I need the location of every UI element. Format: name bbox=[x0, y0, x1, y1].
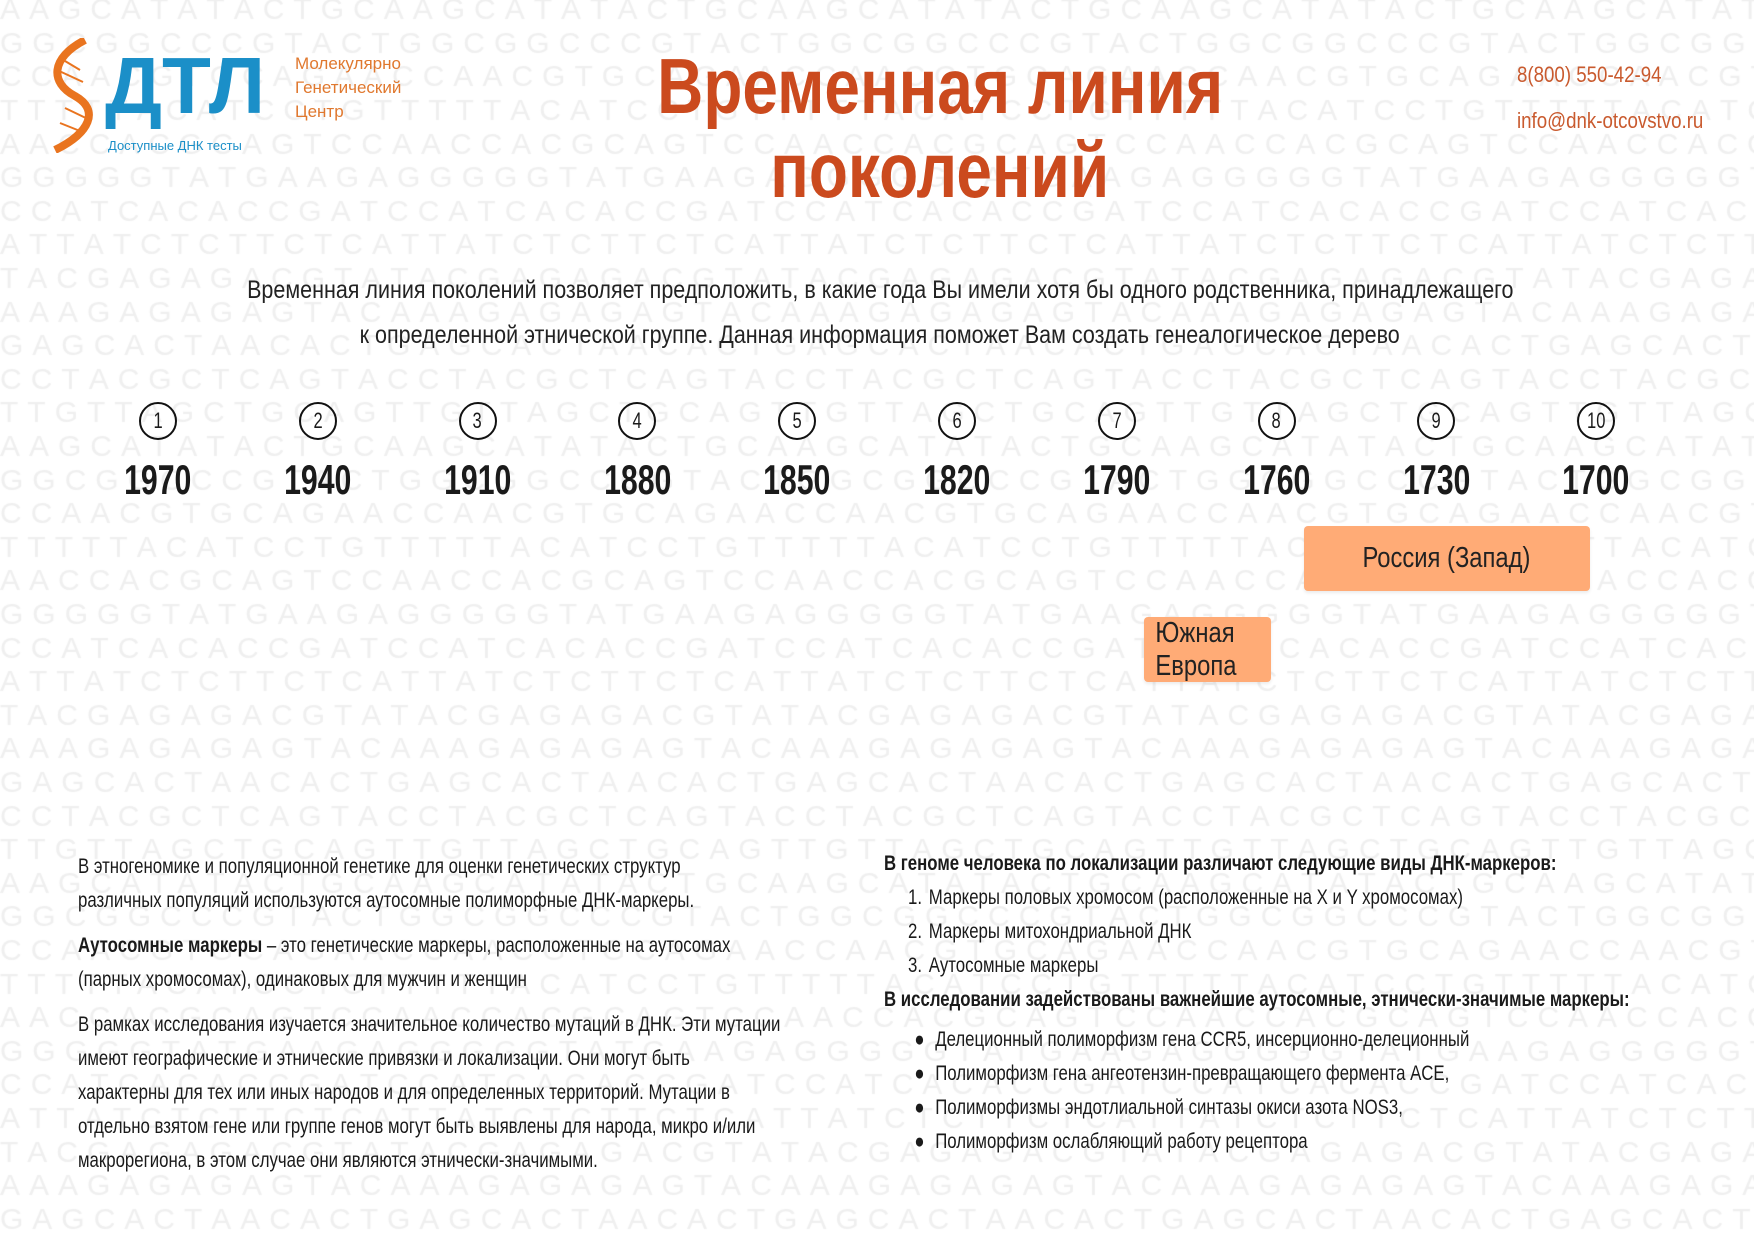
definition-text: – это генетические маркеры, расположенны… bbox=[262, 934, 731, 957]
intro-line: к определенной этнической группе. Данная… bbox=[359, 321, 1401, 349]
generation-number-circle: 10 bbox=[1577, 402, 1616, 440]
generation-year: 1940 bbox=[258, 456, 378, 504]
generation-number: 6 bbox=[952, 408, 962, 433]
text-line: Аутосомные маркеры – это генетические ма… bbox=[78, 929, 730, 963]
generation-number: 2 bbox=[313, 408, 323, 433]
generation-number: 4 bbox=[632, 408, 642, 433]
list-item-text: 2. Маркеры митохондриальной ДНК bbox=[908, 920, 1192, 943]
logo-tagline-line: Центр bbox=[295, 102, 344, 121]
text-line: имеют географические и этнические привяз… bbox=[78, 1047, 690, 1070]
generation-number: 8 bbox=[1272, 408, 1282, 433]
text-line: (парных хромосомах), одинаковых для мужч… bbox=[78, 968, 527, 991]
logo-tagline: Молекулярно Генетический Центр bbox=[295, 52, 401, 124]
year-text: 1940 bbox=[284, 456, 352, 503]
bold-term: Аутосомные маркеры bbox=[78, 934, 263, 957]
logo-text: ДТЛ bbox=[105, 41, 265, 130]
year-text: 1850 bbox=[763, 456, 831, 503]
phone-link[interactable]: 8(800) 550-42-94 bbox=[1517, 62, 1747, 88]
markers-heading: В геноме человека по локализации различа… bbox=[884, 852, 1557, 875]
generation-number: 9 bbox=[1431, 408, 1441, 433]
generation-year: 1790 bbox=[1057, 456, 1177, 504]
generation-number-circle: 4 bbox=[618, 402, 657, 440]
title-line: поколений bbox=[770, 126, 1110, 214]
region-label: Россия (Запад) bbox=[1362, 542, 1531, 574]
list-item-text: 3. Аутосомные маркеры bbox=[908, 954, 1099, 977]
list-item-text: ● Полиморфизмы эндотлиальной синтазы окис… bbox=[914, 1096, 1403, 1119]
generation-number-circle: 1 bbox=[139, 402, 177, 440]
generation-year: 1730 bbox=[1376, 456, 1496, 504]
logo-tagline-line: Молекулярно bbox=[295, 54, 401, 73]
list-item-text: ● Делеционный полиморфизм гена CCR5, инсе… bbox=[914, 1028, 1470, 1051]
numbered-list-item: 2. Маркеры митохондриальной ДНК bbox=[884, 915, 1704, 949]
generation-year: 1880 bbox=[577, 456, 697, 504]
generation-number-circle: 6 bbox=[938, 402, 976, 440]
text-line: В этногеномике и популяционной генетике … bbox=[78, 855, 681, 878]
region-bar[interactable]: Россия (Запад) bbox=[1303, 526, 1591, 591]
bullet-list-item: ● Полиморфизмы эндотлиальной синтазы окис… bbox=[884, 1091, 1704, 1125]
bullet-list-item: ● Делеционный полиморфизм гена CCR5, инсе… bbox=[884, 1023, 1704, 1057]
region-label: Южная Европа bbox=[1155, 616, 1237, 682]
year-text: 1820 bbox=[923, 456, 991, 503]
list-item-text: ● Полиморфизм гена ангеотензин-превращающ… bbox=[914, 1062, 1450, 1085]
generation-year: 1850 bbox=[737, 456, 857, 504]
year-text: 1910 bbox=[443, 456, 512, 503]
generation-year: 1700 bbox=[1536, 456, 1656, 504]
list-item-text: ● Полиморфизм ослабляющий работу рецептор… bbox=[914, 1130, 1308, 1153]
generation-number-circle: 8 bbox=[1257, 402, 1296, 440]
bullet-list-item: ● Полиморфизм гена ангеотензин-превращающ… bbox=[884, 1057, 1704, 1091]
generation-number-circle: 7 bbox=[1097, 402, 1136, 440]
generation-year: 1910 bbox=[418, 456, 538, 504]
intro-line: Временная линия поколений позволяет пред… bbox=[246, 276, 1514, 304]
numbered-list-item: 3. Аутосомные маркеры bbox=[884, 949, 1704, 983]
generation-year: 1970 bbox=[98, 456, 218, 504]
page-title: Временная линия поколений bbox=[560, 44, 1320, 212]
year-text: 1880 bbox=[603, 456, 672, 503]
text-line: различных популяций используются аутосом… bbox=[78, 889, 695, 912]
email-link[interactable]: info@dnk-otcovstvo.ru bbox=[1517, 108, 1747, 134]
numbered-list-item: 1. Маркеры половых хромосом (расположенны… bbox=[884, 881, 1704, 915]
bullet-list: ● Делеционный полиморфизм гена CCR5, инсе… bbox=[884, 1023, 1704, 1159]
year-text: 1730 bbox=[1402, 456, 1471, 503]
list-item-text: 1. Маркеры половых хромосом (расположенны… bbox=[908, 886, 1463, 909]
logo-tagline-line: Генетический bbox=[295, 78, 402, 97]
generation-number: 3 bbox=[473, 408, 483, 433]
text-line: характерны для тех или иных народов и дл… bbox=[78, 1081, 730, 1104]
text-line: В рамках исследования изучается значител… bbox=[78, 1013, 781, 1036]
year-text: 1790 bbox=[1083, 456, 1151, 503]
generation-number: 1 bbox=[153, 408, 163, 433]
numbered-list: 1. Маркеры половых хромосом (расположенны… bbox=[884, 881, 1704, 983]
logo-subtitle: Доступные ДНК тесты bbox=[108, 138, 242, 153]
year-text: 1760 bbox=[1242, 456, 1311, 503]
phone-text: 8(800) 550-42-94 bbox=[1517, 62, 1662, 87]
generation-year: 1760 bbox=[1217, 456, 1337, 504]
region-bar[interactable]: Южная Европа bbox=[1143, 616, 1271, 682]
generation-number: 7 bbox=[1112, 408, 1122, 433]
dna-helix-icon bbox=[53, 38, 93, 153]
generation-number-circle: 3 bbox=[458, 402, 497, 440]
email-text: info@dnk-otcovstvo.ru bbox=[1517, 108, 1704, 133]
generation-number-circle: 9 bbox=[1417, 402, 1456, 440]
logo[interactable]: ДТЛ Молекулярно Генетический Центр Досту… bbox=[45, 38, 425, 158]
generation-number: 10 bbox=[1586, 408, 1606, 433]
text-line: отдельно взятом гене или группе генов мо… bbox=[78, 1115, 756, 1138]
intro-paragraph: Временная линия поколений позволяет пред… bbox=[120, 268, 1640, 358]
markers-used-heading: В исследовании задействованы важнейшие а… bbox=[884, 988, 1630, 1011]
title-line: Временная линия bbox=[656, 42, 1224, 130]
bullet-list-item: ● Полиморфизм ослабляющий работу рецептор… bbox=[884, 1125, 1704, 1159]
text-line: макрорегиона, в этом случае они являются… bbox=[78, 1149, 598, 1172]
year-text: 1970 bbox=[124, 456, 192, 503]
left-text-column: В этногеномике и популяционной генетике … bbox=[78, 850, 858, 1178]
generation-number: 5 bbox=[792, 408, 802, 433]
right-text-column: В геноме человека по локализации различа… bbox=[884, 847, 1704, 1159]
generation-year: 1820 bbox=[897, 456, 1017, 504]
generation-number-circle: 5 bbox=[778, 402, 817, 440]
year-text: 1700 bbox=[1562, 456, 1630, 503]
generation-number-circle: 2 bbox=[298, 402, 337, 440]
